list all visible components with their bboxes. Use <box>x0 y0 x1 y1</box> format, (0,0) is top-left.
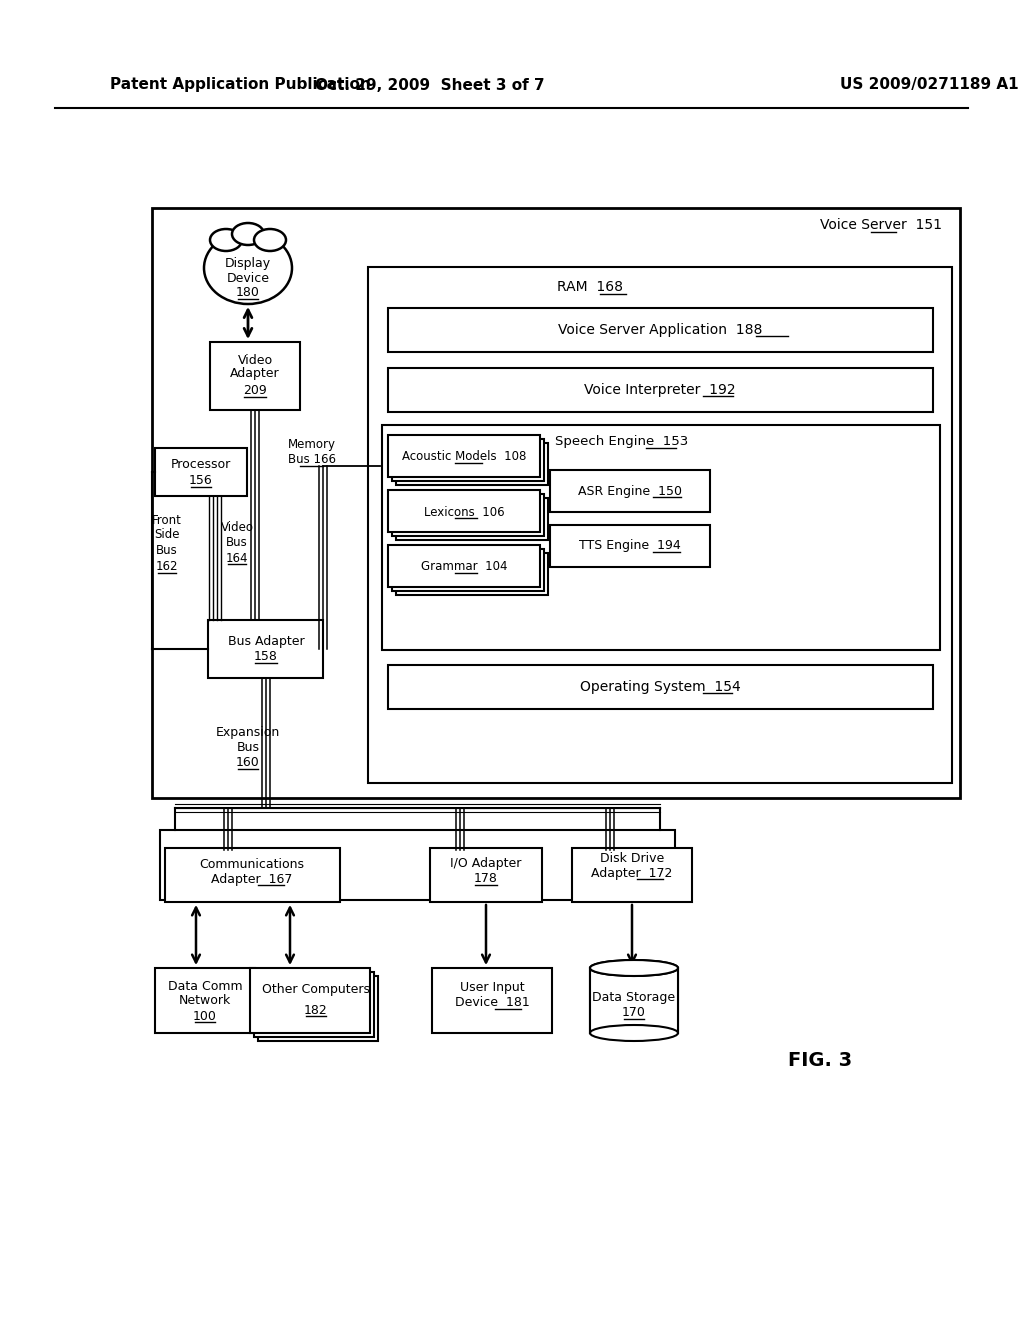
Text: Adapter  167: Adapter 167 <box>211 873 293 886</box>
Text: 170: 170 <box>622 1006 646 1019</box>
Text: Oct. 29, 2009  Sheet 3 of 7: Oct. 29, 2009 Sheet 3 of 7 <box>315 78 545 92</box>
Text: TTS Engine  194: TTS Engine 194 <box>580 540 681 553</box>
Bar <box>388 665 933 709</box>
Text: US 2009/0271189 A1: US 2009/0271189 A1 <box>840 78 1019 92</box>
Text: Patent Application Publication: Patent Application Publication <box>110 78 371 92</box>
Text: 160: 160 <box>237 756 260 770</box>
Text: Operating System  154: Operating System 154 <box>580 680 740 694</box>
Text: 178: 178 <box>474 873 498 886</box>
Bar <box>155 447 247 496</box>
Text: Voice Interpreter  192: Voice Interpreter 192 <box>584 383 736 397</box>
Bar <box>250 968 370 1034</box>
Text: 158: 158 <box>254 651 278 664</box>
Text: 180: 180 <box>237 286 260 300</box>
Text: Memory
Bus 166: Memory Bus 166 <box>288 438 336 466</box>
Text: Adapter: Adapter <box>230 367 280 380</box>
Text: Front
Side
Bus: Front Side Bus <box>152 513 182 557</box>
Bar <box>396 498 548 540</box>
Text: RAM  168: RAM 168 <box>557 280 623 294</box>
Text: Other Computers: Other Computers <box>262 982 370 995</box>
Text: 182: 182 <box>304 1003 328 1016</box>
Bar <box>388 490 540 532</box>
Text: Voice Server  151: Voice Server 151 <box>820 218 942 232</box>
Bar <box>388 308 933 352</box>
Bar <box>155 968 255 1034</box>
Text: Grammar  104: Grammar 104 <box>421 561 507 573</box>
Text: Speech Engine  153: Speech Engine 153 <box>555 436 688 449</box>
Ellipse shape <box>590 960 678 975</box>
Text: Lexicons  106: Lexicons 106 <box>424 506 504 519</box>
Bar <box>396 444 548 484</box>
Text: Processor: Processor <box>171 458 231 471</box>
Ellipse shape <box>590 960 678 975</box>
Text: Communications: Communications <box>200 858 304 870</box>
Text: Video
Bus: Video Bus <box>220 521 254 549</box>
Bar <box>368 267 952 783</box>
Text: Acoustic Models  108: Acoustic Models 108 <box>401 450 526 463</box>
Bar <box>210 342 300 411</box>
Ellipse shape <box>204 232 292 304</box>
Text: 209: 209 <box>243 384 267 397</box>
Bar <box>430 847 542 902</box>
Text: Expansion
Bus: Expansion Bus <box>216 726 281 754</box>
Ellipse shape <box>254 228 286 251</box>
Bar <box>160 830 675 900</box>
Bar <box>432 968 552 1034</box>
Text: Adapter  172: Adapter 172 <box>591 866 673 879</box>
Bar <box>165 847 340 902</box>
Text: 156: 156 <box>189 474 213 487</box>
Bar <box>550 470 710 512</box>
Bar <box>392 440 544 480</box>
Bar <box>388 368 933 412</box>
Bar <box>258 975 378 1041</box>
Bar <box>388 436 540 477</box>
Text: Disk Drive: Disk Drive <box>600 851 665 865</box>
Text: Network: Network <box>179 994 231 1007</box>
Bar <box>388 545 540 587</box>
Text: 100: 100 <box>194 1010 217 1023</box>
Bar <box>590 968 678 1034</box>
Bar <box>392 549 544 591</box>
Text: Bus Adapter: Bus Adapter <box>227 635 304 648</box>
Ellipse shape <box>210 228 242 251</box>
Bar <box>590 968 678 1034</box>
Text: 162: 162 <box>156 560 178 573</box>
Text: Voice Server Application  188: Voice Server Application 188 <box>558 323 762 337</box>
Ellipse shape <box>232 223 264 246</box>
Bar <box>152 209 961 799</box>
Text: I/O Adapter: I/O Adapter <box>451 858 521 870</box>
Bar <box>396 553 548 595</box>
Bar <box>254 972 374 1038</box>
Ellipse shape <box>590 1026 678 1041</box>
Text: Display: Display <box>225 257 271 271</box>
Bar <box>392 494 544 536</box>
Bar <box>208 620 323 678</box>
Text: Device  181: Device 181 <box>455 997 529 1010</box>
Text: Data Comm: Data Comm <box>168 979 243 993</box>
Text: Data Storage: Data Storage <box>593 990 676 1003</box>
Text: FIG. 3: FIG. 3 <box>788 1051 852 1069</box>
Bar <box>550 525 710 568</box>
Text: User Input: User Input <box>460 981 524 994</box>
Bar <box>572 847 692 902</box>
Text: Device: Device <box>226 272 269 285</box>
Bar <box>382 425 940 649</box>
Text: Video: Video <box>238 354 272 367</box>
Text: ASR Engine  150: ASR Engine 150 <box>578 484 682 498</box>
Text: 164: 164 <box>225 552 248 565</box>
